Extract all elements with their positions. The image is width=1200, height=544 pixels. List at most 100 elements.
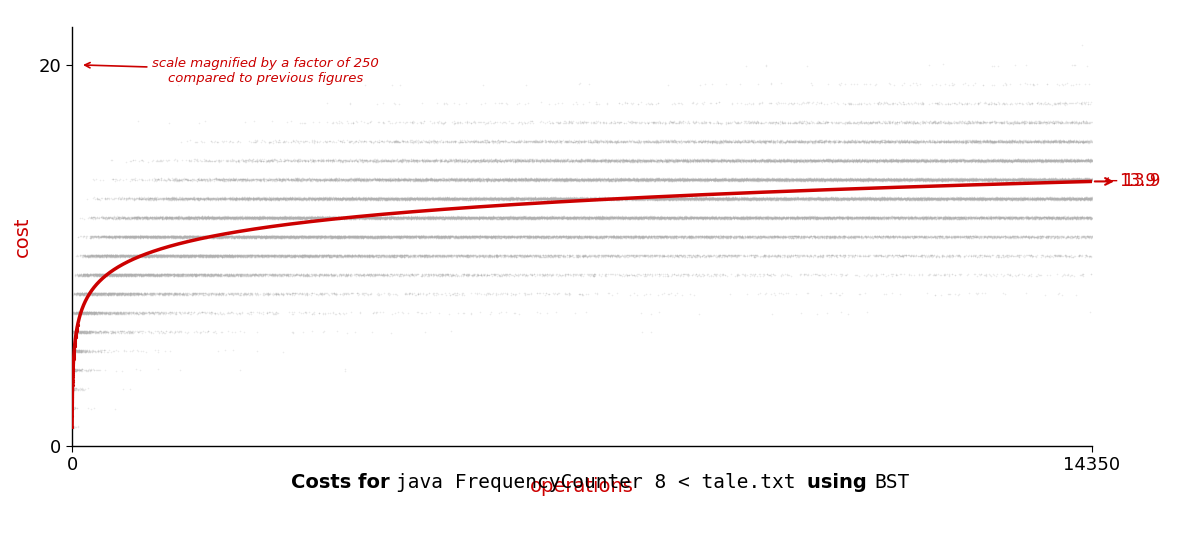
- Point: [276, 269, 295, 278]
- Point: [430, 194, 449, 202]
- Point: [750, 176, 769, 184]
- Point: [1046, 176, 1066, 185]
- Point: [125, 174, 144, 183]
- Point: [1067, 232, 1086, 240]
- Point: [790, 232, 809, 240]
- Point: [976, 195, 995, 203]
- Point: [398, 213, 418, 222]
- Point: [242, 251, 262, 259]
- Point: [986, 213, 1006, 221]
- Point: [785, 119, 804, 127]
- Point: [254, 213, 274, 221]
- Point: [515, 212, 534, 221]
- Point: [1046, 252, 1066, 261]
- Point: [890, 175, 910, 184]
- Point: [782, 174, 802, 183]
- Point: [853, 213, 872, 221]
- Point: [893, 176, 912, 184]
- Point: [382, 194, 401, 203]
- Point: [604, 214, 623, 222]
- Point: [649, 194, 668, 203]
- Point: [248, 213, 268, 222]
- Point: [360, 232, 379, 241]
- Point: [622, 194, 641, 202]
- Point: [653, 214, 672, 223]
- Point: [64, 364, 83, 373]
- Point: [583, 176, 602, 185]
- Point: [743, 233, 762, 242]
- Point: [232, 233, 251, 242]
- Point: [970, 213, 989, 221]
- Point: [578, 175, 598, 184]
- Point: [420, 157, 439, 166]
- Point: [341, 214, 360, 222]
- Point: [428, 233, 448, 242]
- Point: [788, 156, 808, 165]
- Point: [269, 176, 288, 184]
- Point: [715, 212, 734, 221]
- Point: [386, 271, 406, 280]
- Point: [966, 214, 985, 222]
- Point: [811, 175, 830, 183]
- Point: [606, 138, 625, 146]
- Point: [870, 194, 889, 203]
- Point: [581, 213, 600, 221]
- Point: [200, 251, 220, 260]
- Point: [77, 289, 96, 298]
- Point: [319, 251, 338, 259]
- Point: [143, 233, 162, 242]
- Point: [943, 195, 962, 203]
- Point: [336, 193, 355, 202]
- Point: [902, 175, 922, 184]
- Point: [509, 214, 528, 222]
- Point: [660, 175, 679, 184]
- Point: [437, 157, 456, 165]
- Point: [475, 231, 494, 240]
- Point: [374, 270, 394, 279]
- Point: [437, 193, 456, 202]
- Point: [539, 213, 558, 222]
- Point: [161, 214, 180, 222]
- Point: [878, 156, 898, 165]
- Point: [534, 176, 553, 185]
- Point: [276, 175, 295, 183]
- Point: [169, 232, 188, 240]
- Point: [1050, 137, 1069, 146]
- Point: [172, 213, 191, 221]
- Point: [994, 232, 1013, 240]
- Point: [528, 232, 547, 241]
- Point: [83, 270, 102, 279]
- Point: [929, 175, 948, 184]
- Point: [720, 195, 739, 204]
- Point: [62, 381, 82, 390]
- Point: [910, 214, 929, 222]
- Point: [802, 176, 821, 184]
- Point: [271, 271, 290, 280]
- Point: [796, 213, 815, 221]
- Point: [1025, 118, 1044, 126]
- Point: [472, 213, 491, 222]
- Point: [280, 307, 299, 316]
- Point: [217, 232, 236, 241]
- Point: [871, 195, 890, 203]
- Point: [857, 193, 876, 202]
- Point: [815, 156, 834, 164]
- Point: [803, 214, 822, 222]
- Point: [1072, 213, 1091, 222]
- Point: [1027, 157, 1046, 165]
- Point: [212, 250, 232, 259]
- Point: [728, 175, 748, 184]
- Point: [968, 175, 988, 184]
- Point: [383, 176, 402, 184]
- Point: [1043, 195, 1062, 203]
- Point: [632, 175, 652, 184]
- Point: [839, 213, 858, 221]
- Point: [65, 403, 84, 411]
- Point: [127, 289, 146, 298]
- Point: [306, 194, 325, 203]
- Point: [101, 232, 120, 241]
- Point: [677, 175, 696, 183]
- Point: [505, 175, 524, 184]
- Point: [672, 195, 691, 203]
- Point: [306, 213, 325, 221]
